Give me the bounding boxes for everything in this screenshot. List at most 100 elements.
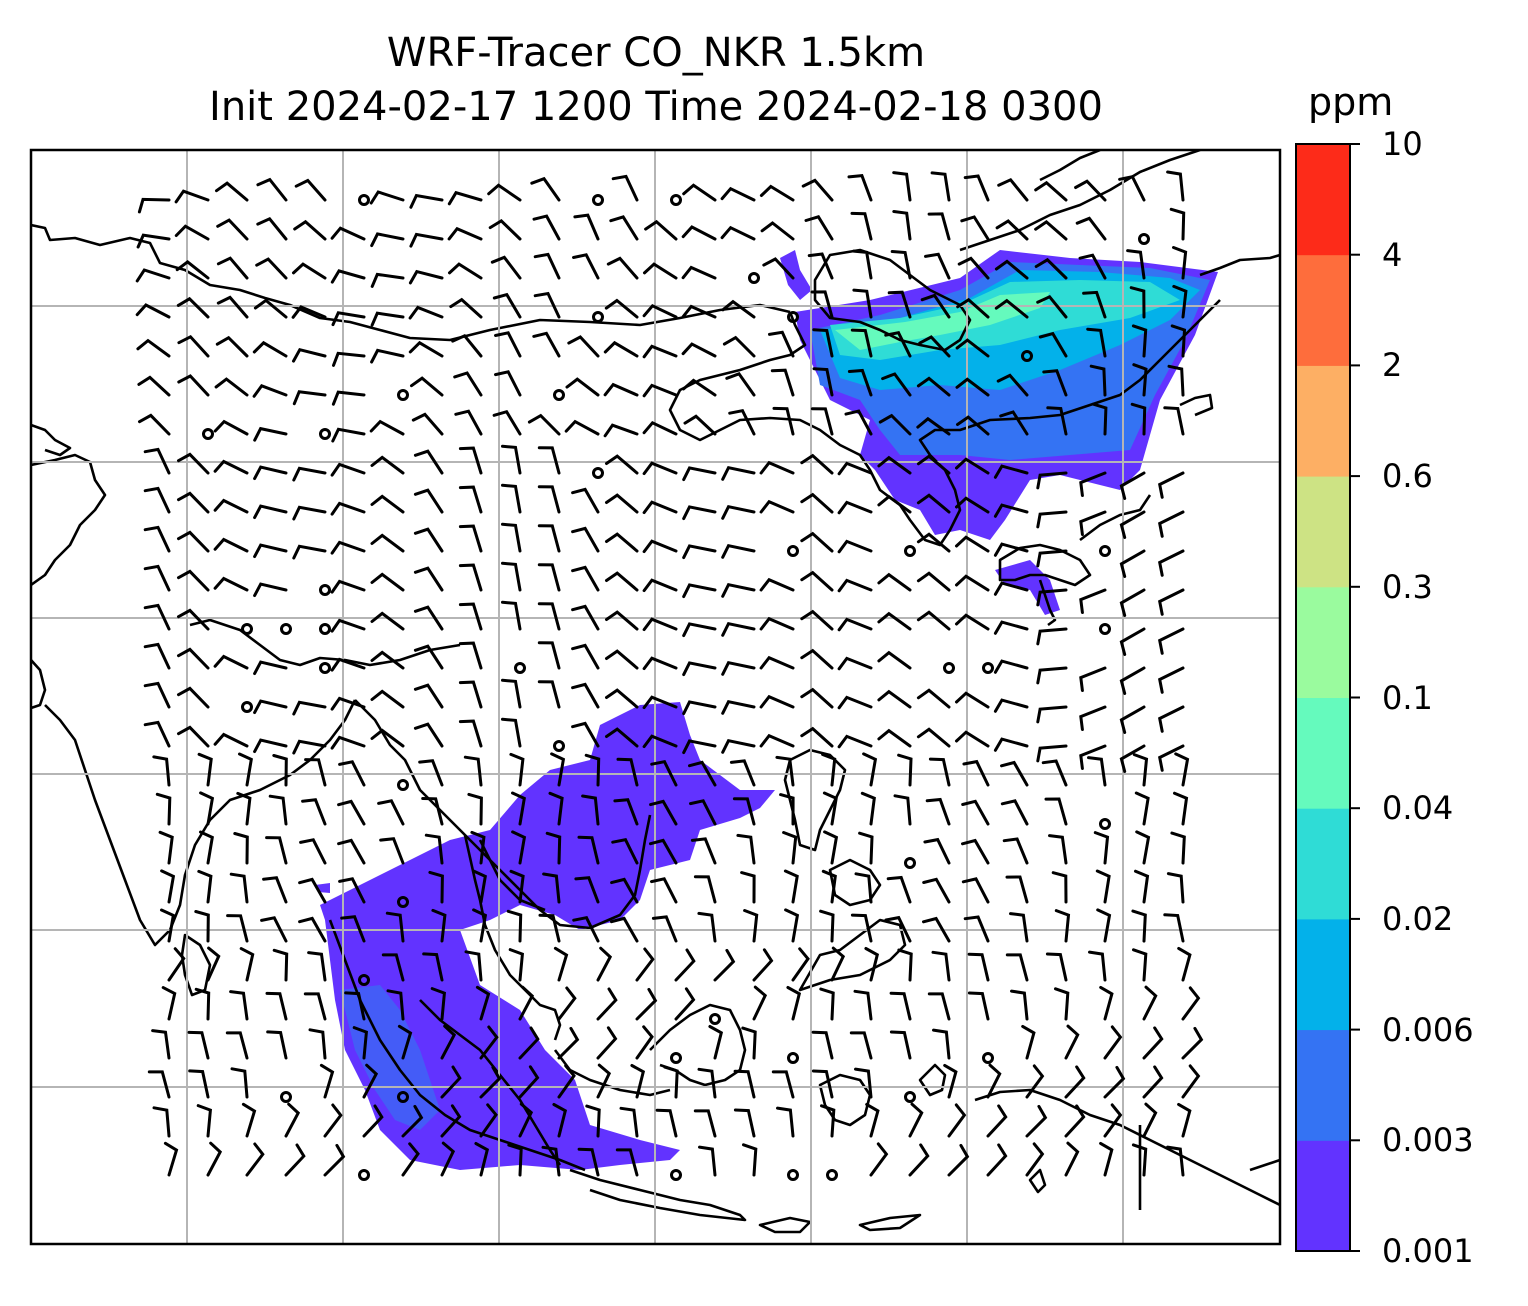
wind-barb — [538, 913, 561, 943]
wind-barb — [742, 1143, 758, 1177]
wind-barb — [1091, 402, 1108, 436]
wind-barb — [370, 455, 405, 475]
wind-barb — [1119, 471, 1146, 500]
wind-barb — [604, 298, 639, 319]
wind-barb — [1095, 869, 1111, 904]
wind-barb — [143, 486, 171, 514]
colorbar-tick-label: 0.1 — [1382, 678, 1433, 717]
wind-barb — [1118, 175, 1146, 202]
wind-barb — [960, 215, 990, 241]
calm-wind-marker — [358, 194, 370, 206]
wind-barb — [454, 409, 483, 436]
wind-barb — [681, 304, 717, 319]
wind-barb — [897, 948, 913, 982]
wind-barb — [370, 232, 405, 248]
wind-barb — [916, 454, 951, 475]
wind-barb — [331, 390, 366, 406]
wind-barbs — [135, 170, 1204, 1181]
wind-barb — [206, 946, 221, 982]
wind-barb — [177, 608, 210, 631]
wind-barb — [196, 1104, 212, 1138]
wind-barb — [418, 759, 444, 787]
wind-barb — [986, 1063, 1002, 1099]
map-title-line1: WRF-Tracer CO_NKR 1.5km — [386, 30, 926, 76]
wind-barb — [999, 410, 1029, 436]
wind-barb — [922, 877, 951, 904]
wind-barb — [413, 566, 444, 592]
wind-barb — [369, 419, 405, 436]
wind-barb — [1172, 246, 1188, 280]
wind-barb — [1054, 909, 1071, 943]
wind-barb — [837, 500, 873, 515]
wind-barb — [1051, 871, 1068, 904]
colorbar-tick-label: 10 — [1382, 125, 1423, 163]
wind-barb — [1025, 1142, 1045, 1177]
wind-barb — [474, 1142, 490, 1177]
wind-barb — [155, 792, 172, 826]
wind-barb — [408, 269, 444, 285]
wind-barb — [967, 952, 990, 982]
wind-barb — [1089, 364, 1107, 397]
wind-barb — [453, 371, 483, 397]
wind-barb — [916, 688, 951, 709]
wind-barb — [721, 738, 756, 754]
wind-barb — [199, 830, 214, 865]
wind-barb — [759, 499, 795, 514]
wind-barb — [332, 351, 366, 367]
calm-wind-marker — [787, 1169, 799, 1181]
wind-barb — [260, 916, 288, 943]
wind-barb — [922, 916, 951, 943]
colorbar-segment — [1296, 144, 1350, 256]
wind-barb — [479, 1025, 499, 1060]
calm-wind-marker — [1099, 818, 1111, 830]
wind-barb — [682, 583, 717, 599]
wind-barb — [776, 1106, 795, 1138]
calm-wind-marker — [982, 1052, 994, 1064]
wind-barb — [158, 830, 174, 865]
wind-barb — [137, 375, 171, 397]
wind-barb — [458, 524, 483, 553]
wind-barb — [138, 413, 171, 436]
wind-barb — [986, 1143, 1008, 1177]
wind-barb — [507, 1143, 523, 1177]
wind-barb — [1038, 331, 1068, 358]
wind-barb — [1158, 627, 1185, 655]
wind-barb — [266, 1030, 288, 1060]
wind-barb — [506, 909, 523, 943]
wind-barb — [955, 691, 990, 709]
wind-barb — [475, 985, 491, 1021]
wind-barb — [759, 577, 795, 592]
calm-wind-marker — [280, 1091, 292, 1103]
wind-barb — [782, 831, 798, 865]
wind-barb — [1169, 207, 1186, 241]
wind-barb — [837, 734, 873, 749]
wind-barb — [177, 686, 210, 709]
wind-barb — [401, 1104, 424, 1138]
wind-barb — [962, 759, 990, 787]
wind-barb — [642, 734, 678, 749]
wind-barb — [642, 539, 678, 554]
wind-barb — [1181, 986, 1201, 1021]
wind-barb — [721, 299, 756, 319]
wind-barb — [674, 948, 696, 982]
wind-barb — [518, 1102, 534, 1138]
wind-barb — [811, 1069, 834, 1099]
wind-barb — [331, 427, 366, 443]
wind-barb — [1170, 324, 1187, 358]
wind-barb — [1099, 985, 1114, 1021]
wind-barb — [721, 582, 756, 598]
wind-barb — [736, 833, 756, 865]
wind-barb — [943, 1063, 958, 1099]
wind-barb — [931, 950, 951, 982]
wind-barb — [729, 759, 756, 787]
wind-barb — [458, 719, 483, 748]
wind-barb — [854, 1067, 873, 1099]
wind-barb — [292, 505, 327, 521]
wind-barb — [253, 426, 288, 442]
wind-barb — [298, 916, 327, 943]
wind-barb — [293, 219, 327, 241]
wind-barb — [252, 383, 288, 398]
wind-barb — [458, 485, 483, 514]
calm-wind-marker — [1099, 623, 1111, 635]
wind-barb — [1064, 1024, 1080, 1060]
